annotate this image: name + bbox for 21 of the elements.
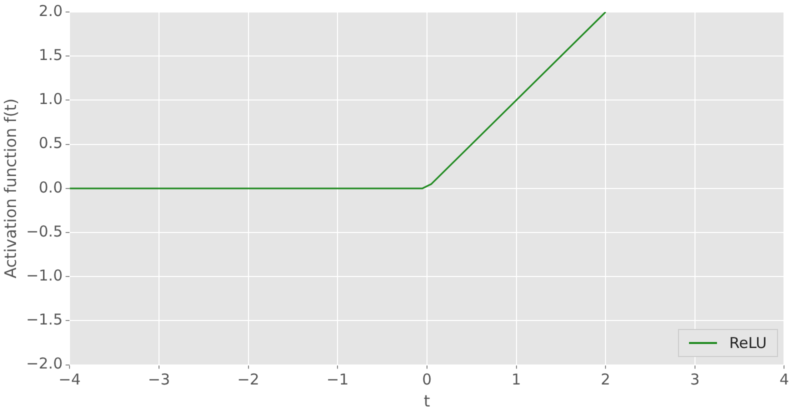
- x-tick-label: 2: [600, 370, 610, 389]
- y-tick-label: 2.0: [38, 2, 63, 20]
- x-tick-label: −3: [148, 370, 170, 389]
- x-axis-title: t: [424, 392, 430, 411]
- y-tick-label: 1.0: [38, 90, 63, 108]
- y-tick-label: 1.5: [38, 46, 63, 64]
- x-tick-label: 0: [422, 370, 432, 389]
- x-tick-label: 3: [690, 370, 700, 389]
- y-tick-label: −0.5: [26, 222, 63, 240]
- x-tick-label: −1: [326, 370, 349, 389]
- x-tick-label: −2: [237, 370, 260, 389]
- y-tick-label: −1.0: [26, 266, 63, 284]
- y-tick-label: −1.5: [26, 310, 63, 329]
- y-tick-label: 0.5: [38, 134, 63, 152]
- x-tick-label: 1: [511, 370, 522, 389]
- legend-label: ReLU: [729, 334, 767, 352]
- y-tick-label: −2.0: [26, 354, 63, 373]
- x-tick-label: 4: [779, 370, 789, 389]
- y-tick-label: 0.0: [38, 178, 63, 196]
- y-axis-title: Activation function f(t): [0, 98, 20, 278]
- x-tick-label: −4: [58, 370, 81, 389]
